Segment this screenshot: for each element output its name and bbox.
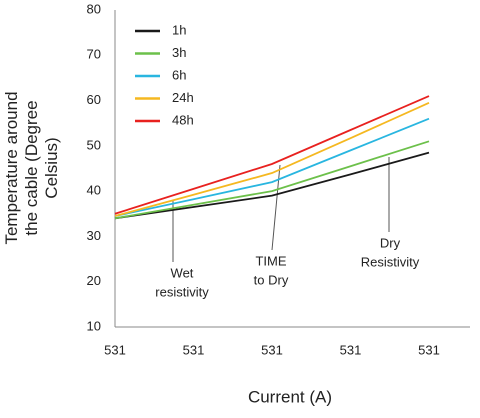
- annotation: TIME: [255, 253, 286, 268]
- y-axis-label-line: Celsius): [42, 137, 61, 198]
- annotation: Wet: [171, 265, 194, 280]
- line: [114, 95, 430, 215]
- y-axis-label: Temperature aroundthe cable (DegreeCelsi…: [2, 91, 61, 244]
- pointer: [271, 164, 281, 251]
- legend-label: 6h: [172, 67, 186, 82]
- y-tick-label: 40: [87, 183, 101, 198]
- x-tick-label: 531: [104, 342, 126, 357]
- x-tick-label: 531: [261, 342, 283, 357]
- legend-label: 1h: [172, 22, 186, 37]
- y-tick-label: 20: [87, 273, 101, 288]
- annotation: Dry: [380, 235, 401, 250]
- line: [114, 117, 430, 217]
- x-tick-label: 531: [340, 342, 362, 357]
- legend-label: 24h: [172, 90, 194, 105]
- y-axis-label-line: the cable (Degree: [22, 100, 41, 235]
- line: [114, 140, 430, 220]
- y-tick-label: 30: [87, 228, 101, 243]
- annotation: Resistivity: [361, 254, 420, 269]
- y-tick-label: 60: [87, 92, 101, 107]
- legend-label: 48h: [172, 112, 194, 127]
- legend-label: 3h: [172, 45, 186, 60]
- x-axis-label: Current (A): [248, 387, 332, 406]
- y-axis-label-line: Temperature around: [2, 91, 21, 244]
- y-tick-label: 10: [87, 318, 101, 333]
- x-tick-label: 531: [418, 342, 440, 357]
- annotation: to Dry: [254, 272, 289, 287]
- x-tick-label: 531: [183, 342, 205, 357]
- annotation: resistivity: [155, 284, 209, 299]
- line: [114, 151, 430, 220]
- y-tick-label: 80: [87, 1, 101, 16]
- line: [114, 102, 430, 217]
- y-tick-label: 50: [87, 137, 101, 152]
- y-tick-label: 70: [87, 47, 101, 62]
